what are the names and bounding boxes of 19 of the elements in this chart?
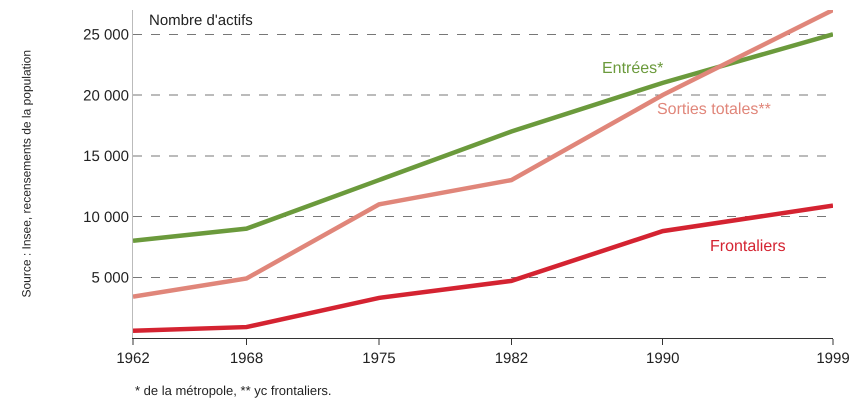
x-tick-label: 1990	[646, 350, 680, 367]
line-series	[133, 203, 833, 333]
y-tick-label: 10 000	[83, 208, 129, 226]
x-tick-label: 1962	[116, 350, 150, 367]
x-tick-label: 1975	[362, 350, 396, 367]
y-axis-title: Nombre d'actifs	[149, 12, 253, 29]
y-tick-label: 25 000	[83, 26, 129, 44]
x-tick-label: 1982	[494, 350, 528, 367]
x-tick-label: 1968	[230, 350, 264, 367]
series-label: Frontaliers	[710, 238, 786, 255]
line-series	[133, 10, 833, 299]
y-tick-label: 20 000	[83, 87, 129, 104]
source-note: Source : Insee, recensements de la population	[20, 50, 34, 298]
x-tick-label: 1999	[816, 350, 850, 367]
text: * de la métropole, ** yc frontaliers.	[135, 383, 332, 398]
series-label: Entrées*	[602, 60, 664, 77]
series-label: Sorties totales**	[657, 101, 771, 118]
y-tick-label: 15 000	[83, 148, 129, 166]
y-tick-label: 5 000	[91, 270, 129, 287]
